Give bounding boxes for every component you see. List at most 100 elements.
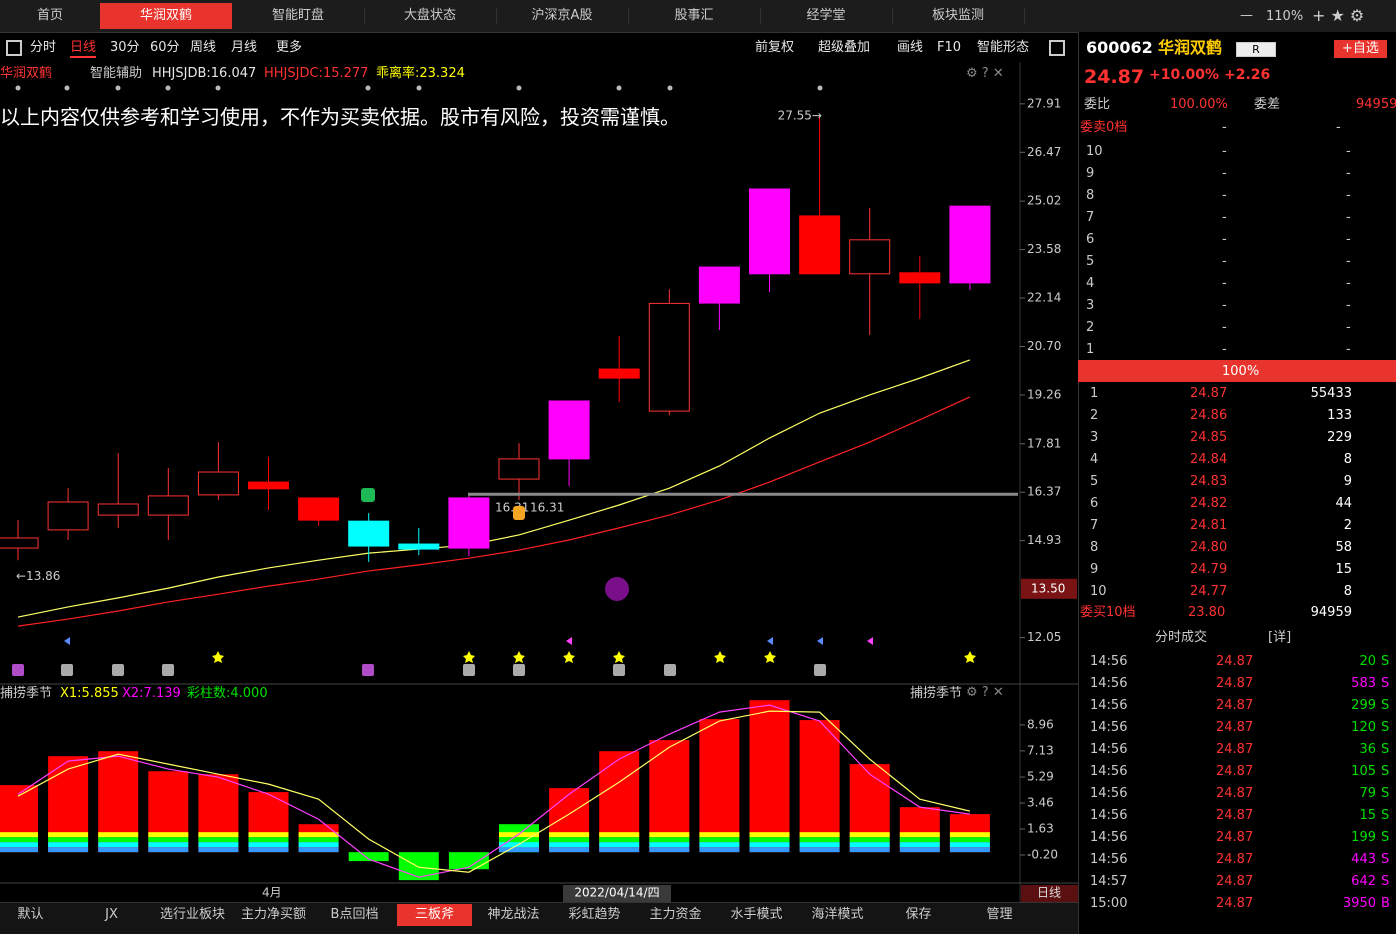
trades-detail[interactable]: [详]: [1268, 630, 1292, 645]
candle-body: [498, 458, 540, 480]
bottom-tab[interactable]: 水手模式: [730, 907, 783, 922]
period[interactable]: 周线: [190, 40, 217, 55]
trade-volume: 583: [1351, 676, 1376, 691]
tool[interactable]: 智能形态: [977, 40, 1030, 55]
y-tick-label: 26.47: [1027, 145, 1061, 159]
zoom: 110%: [1266, 9, 1304, 24]
rainbow-stripe: [298, 842, 339, 848]
tab[interactable]: 首页: [0, 8, 101, 24]
buy-price: 24.84: [1190, 452, 1228, 467]
y-tick-label: 12.05: [1027, 630, 1061, 644]
bottom-tab[interactable]: 保存: [905, 907, 932, 922]
osc-bar: [398, 852, 439, 881]
high-label: 27.55→: [778, 108, 822, 122]
rainbow-stripe: [298, 837, 339, 843]
box-icon: [112, 664, 124, 676]
trade-side: S: [1381, 720, 1390, 735]
rainbow-stripe: [849, 832, 890, 838]
level: 3: [1090, 430, 1099, 445]
tool[interactable]: 画线: [897, 40, 924, 55]
level: 6: [1090, 496, 1099, 511]
y-tick-label: 1.63: [1027, 822, 1054, 836]
sell-price: -: [1222, 166, 1227, 181]
trade-side: S: [1381, 698, 1390, 713]
candle-body: [949, 205, 991, 284]
rainbow-stripe: [649, 847, 690, 853]
period[interactable]: 分时: [30, 40, 57, 55]
rainbow-stripe: [749, 837, 790, 843]
candle-body: [248, 481, 289, 490]
box-icon: [513, 664, 525, 676]
chart-icons[interactable]: ⚙ ? ✕: [966, 66, 1004, 81]
bottom-tab[interactable]: 神龙战法: [487, 907, 540, 922]
sell-volume: -: [1346, 320, 1351, 335]
bottom-tab[interactable]: 彩虹趋势: [568, 907, 621, 922]
rainbow-stripe: [749, 842, 790, 848]
trade-time: 14:56: [1090, 852, 1128, 867]
signal-dot: [516, 85, 522, 91]
trade-time: 14:56: [1090, 720, 1128, 735]
bottom-tab[interactable]: 主力资金: [649, 907, 702, 922]
tab[interactable]: 华润双鹤: [100, 3, 232, 29]
candle-body: [648, 302, 690, 412]
ratio: 100.00%: [1170, 97, 1228, 112]
osc-line: [17, 704, 970, 878]
level: 5: [1090, 474, 1099, 489]
trade-price: 24.87: [1216, 852, 1254, 867]
period[interactable]: 60分: [150, 40, 180, 55]
trade-time: 14:56: [1090, 654, 1128, 669]
sell-price: -: [1222, 144, 1227, 159]
trade-side: S: [1381, 742, 1390, 757]
osc-value: 彩柱数:4.000: [187, 686, 268, 701]
rainbow-stripe: [0, 847, 38, 853]
tab[interactable]: 板块监测: [892, 8, 1025, 24]
tab[interactable]: 股事汇: [628, 8, 761, 24]
level: 8: [1090, 540, 1099, 555]
tab[interactable]: 沪深京A股: [496, 8, 629, 24]
rainbow-stripe: [949, 847, 990, 853]
signal-dot: [667, 85, 673, 91]
level: 9: [1090, 562, 1099, 577]
box-icon: [162, 664, 174, 676]
trade-side: S: [1381, 830, 1390, 845]
period[interactable]: 月线: [231, 40, 258, 55]
window-controls[interactable]: + ★ ⚙: [1312, 6, 1365, 25]
rainbow-stripe: [899, 837, 940, 843]
bottom-tab[interactable]: 海洋模式: [811, 907, 864, 922]
bottom-tab[interactable]: 默认: [17, 907, 44, 922]
period[interactable]: 更多: [276, 40, 303, 55]
sell-volume: -: [1346, 298, 1351, 313]
bottom-tab[interactable]: JX: [105, 907, 118, 922]
tool[interactable]: 前复权: [755, 40, 795, 55]
bottom-tab[interactable]: 管理: [986, 907, 1013, 922]
chart-icons[interactable]: ⚙ ? ✕: [966, 685, 1004, 700]
trade-volume: 642: [1351, 874, 1376, 889]
bottom-tab[interactable]: 主力净买额: [240, 907, 306, 922]
bottom-tab[interactable]: 选行业板块: [159, 907, 225, 922]
y-tick-label: 27.91: [1027, 96, 1061, 110]
period[interactable]: 30分: [110, 40, 140, 55]
buy-volume: 133: [1327, 408, 1352, 423]
bottom-tab[interactable]: B点回档: [330, 907, 379, 922]
osc-bar: [348, 852, 389, 862]
trade-price: 24.87: [1216, 742, 1254, 757]
trade-volume: 15: [1359, 808, 1376, 823]
indicator-value: HHJSJDC:15.277: [264, 66, 369, 81]
candle-body: [899, 272, 941, 284]
y-tick-label: 22.14: [1027, 291, 1061, 305]
period[interactable]: 日线: [70, 40, 97, 58]
add-watch[interactable]: +自选: [1334, 40, 1387, 58]
sell-volume: -: [1346, 166, 1351, 181]
tool[interactable]: 超级叠加: [818, 40, 871, 55]
sell-header: 委卖0档: [1080, 120, 1128, 135]
tab[interactable]: 智能盯盘: [232, 8, 365, 24]
cursor-date-box: [563, 885, 671, 902]
triangle-icon: [767, 637, 773, 645]
tab[interactable]: 经学堂: [760, 8, 893, 24]
crosshair-price-box: [1021, 578, 1077, 599]
tab[interactable]: 大盘状态: [364, 8, 497, 24]
tool[interactable]: F10: [937, 40, 962, 55]
panel-toggle[interactable]: [1049, 40, 1065, 56]
panel-toggle[interactable]: [6, 40, 22, 56]
bottom-tab[interactable]: 三板斧: [397, 904, 472, 926]
